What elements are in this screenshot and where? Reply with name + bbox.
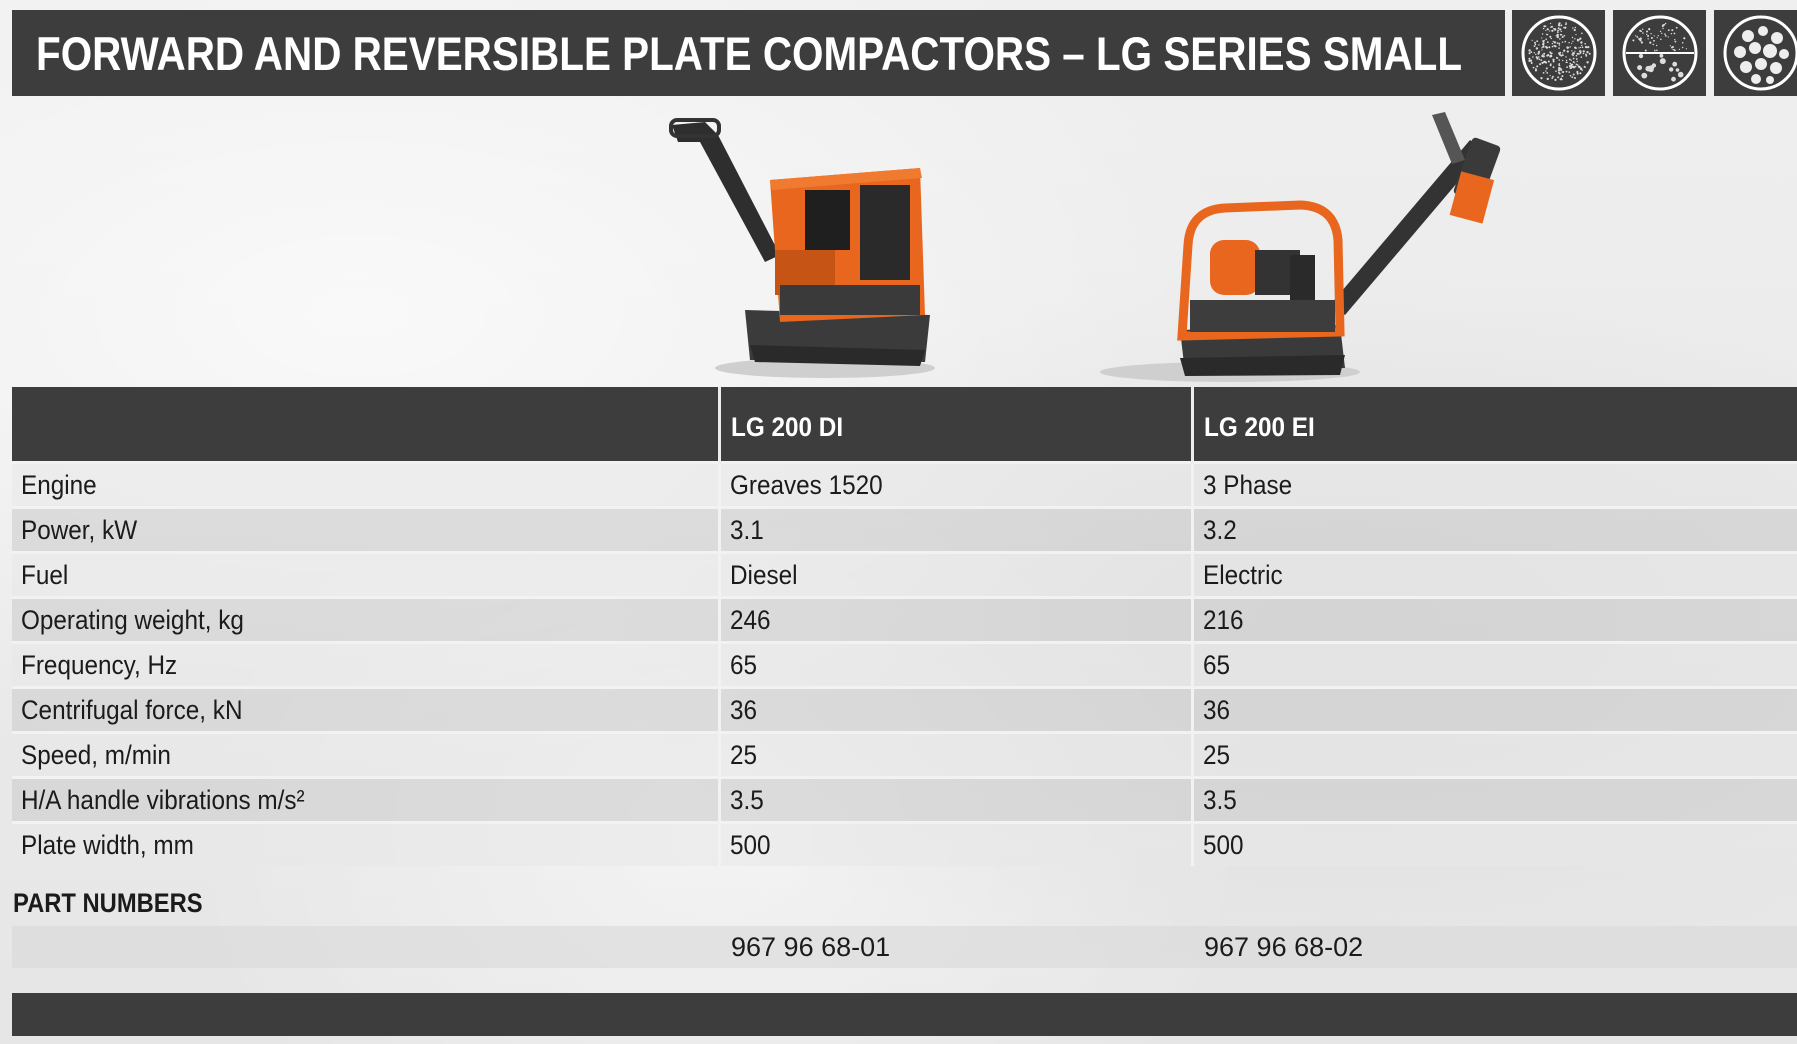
value-text: 3 Phase (1202, 469, 1292, 500)
table-row: Operating weight, kg 246 216 (12, 596, 1797, 643)
coarse-soil-icon (1714, 10, 1797, 96)
lg-200-di-value: 25 (719, 731, 1194, 778)
row-label-text: H/A handle vibrations m/s² (21, 784, 305, 815)
table-row: H/A handle vibrations m/s² 3.5 3.5 (12, 776, 1797, 823)
value-text: 65 (729, 649, 757, 680)
header-lg-200-di-text: LG 200 DI (730, 411, 843, 442)
value-text: 3.5 (729, 784, 764, 815)
lg-200-di-value: 500 (719, 821, 1194, 866)
soil-type-icons (1512, 10, 1797, 96)
row-label-text: Plate width, mm (21, 829, 194, 860)
value-text: 216 (1202, 604, 1244, 635)
header-label-col (12, 387, 721, 463)
table-row: Engine Greaves 1520 3 Phase (12, 461, 1797, 508)
value-text: 500 (729, 829, 771, 860)
lg-200-ei-image (1100, 112, 1501, 382)
lg-200-ei-value: 500 (1192, 821, 1797, 866)
lg-200-di-value: Diesel (719, 551, 1194, 598)
row-label-text: Power, kW (21, 514, 138, 545)
lg-200-di-value: 3.5 (719, 776, 1194, 823)
lg-200-di-value: Greaves 1520 (719, 461, 1194, 508)
value-text: 3.1 (729, 514, 764, 545)
row-label: Speed, m/min (12, 731, 721, 778)
header-lg-200-ei: LG 200 EI (1192, 387, 1797, 463)
row-label: H/A handle vibrations m/s² (12, 776, 721, 823)
table-row: Speed, m/min 25 25 (12, 731, 1797, 778)
lg-200-ei-value: 65 (1192, 641, 1797, 688)
value-text: 25 (729, 739, 757, 770)
title-bar: FORWARD AND REVERSIBLE PLATE COMPACTORS … (12, 10, 1505, 96)
footer-bar (12, 993, 1797, 1036)
row-label-text: Centrifugal force, kN (21, 694, 243, 725)
table-row: Plate width, mm 500 500 (12, 821, 1797, 866)
lg-200-di-value: 246 (719, 596, 1194, 643)
row-label: Plate width, mm (12, 821, 721, 866)
value-text: 3.2 (1202, 514, 1237, 545)
lg-200-di-image (669, 118, 935, 378)
row-label-text: Fuel (21, 559, 69, 590)
value-text: 36 (729, 694, 757, 725)
lg-200-ei-value: 3.2 (1192, 506, 1797, 553)
fine-soil-icon (1512, 10, 1605, 96)
lg-200-ei-value: 3.5 (1192, 776, 1797, 823)
product-photos (669, 112, 1501, 382)
row-label-text: Engine (21, 469, 97, 500)
table-row: Centrifugal force, kN 36 36 (12, 686, 1797, 733)
value-text: Greaves 1520 (729, 469, 883, 500)
lg-200-ei-value: 36 (1192, 686, 1797, 733)
row-label: Fuel (12, 551, 721, 598)
row-label: Power, kW (12, 506, 721, 553)
header-lg-200-di: LG 200 DI (719, 387, 1194, 463)
part-number-lg-200-di: 967 96 68-01 (731, 932, 891, 962)
row-label: Centrifugal force, kN (12, 686, 721, 733)
value-text: 3.5 (1202, 784, 1237, 815)
row-label-text: Frequency, Hz (21, 649, 178, 680)
row-label: Frequency, Hz (12, 641, 721, 688)
row-label-text: Speed, m/min (21, 739, 171, 770)
lg-200-di-value: 36 (719, 686, 1194, 733)
part-numbers-heading: PART NUMBERS (13, 888, 203, 918)
spec-table: LG 200 DI LG 200 EI Engine Greaves 1520 … (12, 387, 1797, 866)
row-label: Engine (12, 461, 721, 508)
lg-200-ei-value: 3 Phase (1192, 461, 1797, 508)
lg-200-di-value: 3.1 (719, 506, 1194, 553)
value-text: 246 (729, 604, 771, 635)
lg-200-ei-value: 216 (1192, 596, 1797, 643)
part-number-lg-200-ei: 967 96 68-02 (1204, 932, 1364, 962)
value-text: Electric (1202, 559, 1283, 590)
value-text: 65 (1202, 649, 1230, 680)
header-lg-200-ei-text: LG 200 EI (1203, 411, 1315, 442)
row-label: Operating weight, kg (12, 596, 721, 643)
mixed-soil-icon (1613, 10, 1706, 96)
row-label-text: Operating weight, kg (21, 604, 244, 635)
lg-200-ei-value: Electric (1192, 551, 1797, 598)
value-text: 25 (1202, 739, 1230, 770)
value-text: 36 (1202, 694, 1230, 725)
table-row: Fuel Diesel Electric (12, 551, 1797, 598)
value-text: 500 (1202, 829, 1244, 860)
page-title: FORWARD AND REVERSIBLE PLATE COMPACTORS … (36, 26, 1463, 80)
lg-200-ei-value: 25 (1192, 731, 1797, 778)
table-row: Power, kW 3.1 3.2 (12, 506, 1797, 553)
value-text: Diesel (729, 559, 798, 590)
table-row: Frequency, Hz 65 65 (12, 641, 1797, 688)
table-header-row: LG 200 DI LG 200 EI (12, 387, 1797, 463)
part-numbers-row: 967 96 68-01 967 96 68-02 (12, 926, 1797, 968)
lg-200-di-value: 65 (719, 641, 1194, 688)
